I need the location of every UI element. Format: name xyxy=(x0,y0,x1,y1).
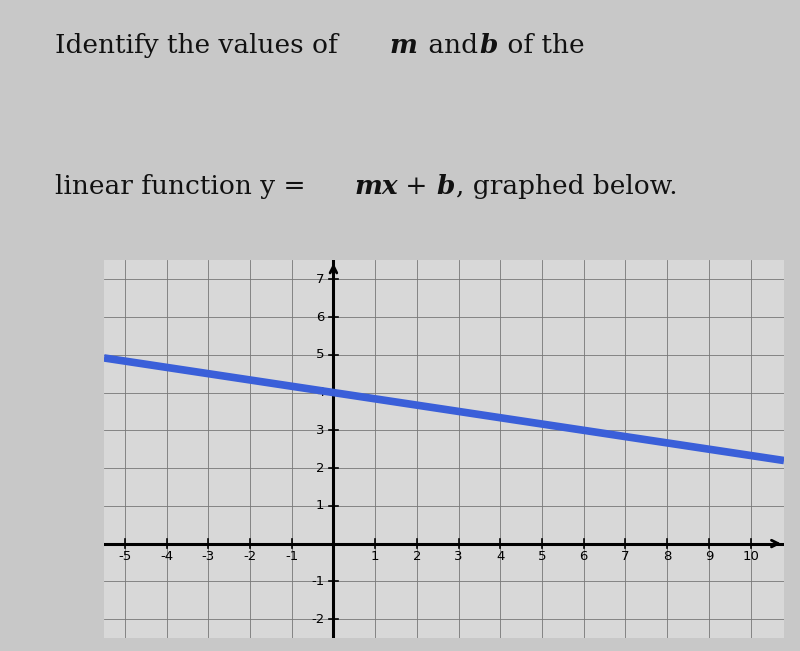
Text: 3: 3 xyxy=(316,424,324,437)
Text: -3: -3 xyxy=(202,550,215,563)
Text: 1: 1 xyxy=(371,550,379,563)
Text: 9: 9 xyxy=(705,550,713,563)
Text: 10: 10 xyxy=(742,550,759,563)
Text: 5: 5 xyxy=(316,348,324,361)
Text: 7: 7 xyxy=(622,550,630,563)
Text: -1: -1 xyxy=(311,575,324,588)
Text: 1: 1 xyxy=(316,499,324,512)
Text: 4: 4 xyxy=(316,386,324,399)
Text: , graphed below.: , graphed below. xyxy=(456,174,678,199)
Text: 8: 8 xyxy=(663,550,671,563)
Text: and: and xyxy=(420,33,486,58)
Text: b: b xyxy=(437,174,455,199)
Text: mx: mx xyxy=(354,174,398,199)
Text: 5: 5 xyxy=(538,550,546,563)
Text: 7: 7 xyxy=(316,273,324,286)
Text: -2: -2 xyxy=(243,550,257,563)
Text: +: + xyxy=(397,174,435,199)
Text: b: b xyxy=(480,33,498,58)
Text: 6: 6 xyxy=(579,550,588,563)
Text: -4: -4 xyxy=(160,550,173,563)
Text: -2: -2 xyxy=(311,613,324,626)
Text: 6: 6 xyxy=(316,311,324,324)
Text: 2: 2 xyxy=(413,550,421,563)
Text: m: m xyxy=(389,33,417,58)
Text: linear function y =: linear function y = xyxy=(55,174,314,199)
Text: 2: 2 xyxy=(316,462,324,475)
Text: Identify the values of: Identify the values of xyxy=(55,33,346,58)
Text: of the: of the xyxy=(499,33,585,58)
Text: 3: 3 xyxy=(454,550,463,563)
Text: 4: 4 xyxy=(496,550,505,563)
Text: -1: -1 xyxy=(285,550,298,563)
Text: -5: -5 xyxy=(118,550,131,563)
